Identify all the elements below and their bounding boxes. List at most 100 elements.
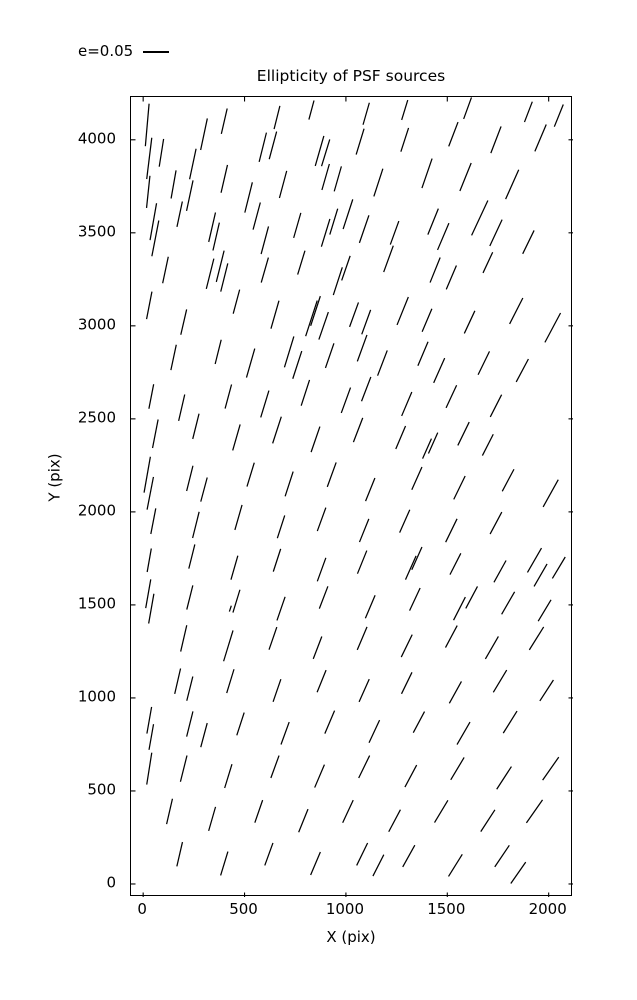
psf-whisker <box>180 625 188 652</box>
psf-whisker <box>404 764 418 788</box>
psf-whisker <box>284 471 294 497</box>
psf-whisker <box>273 105 281 130</box>
psf-whisker <box>170 344 177 371</box>
psf-whisker <box>252 202 261 230</box>
psf-whisker <box>176 841 184 867</box>
psf-whisker <box>272 548 282 572</box>
psf-whisker <box>445 518 458 543</box>
psf-whisker <box>493 560 507 583</box>
y-tick-label: 1000 <box>77 687 116 706</box>
psf-whisker <box>180 309 188 335</box>
x-axis-label: X (pix) <box>326 928 376 946</box>
psf-whisker <box>272 678 282 703</box>
psf-whisker <box>232 589 241 613</box>
psf-whisker <box>314 135 325 167</box>
y-tick-label: 1500 <box>77 594 116 613</box>
psf-whisker <box>496 766 512 790</box>
psf-whisker <box>208 212 217 243</box>
psf-whisker <box>260 390 270 418</box>
psf-whisker <box>358 755 371 779</box>
psf-whisker <box>505 169 520 200</box>
psf-whisker <box>174 668 182 694</box>
psf-whisker <box>326 462 337 488</box>
psf-whisker <box>223 630 234 662</box>
psf-whisker <box>158 138 165 167</box>
psf-whisker <box>145 579 152 609</box>
psf-whisker <box>421 308 433 332</box>
psf-whisker <box>494 844 510 868</box>
psf-whisker <box>401 99 409 121</box>
psf-whisker <box>192 413 200 440</box>
psf-whisker <box>148 593 155 624</box>
psf-whisker <box>314 764 326 788</box>
psf-whisker <box>340 387 352 414</box>
psf-whisker <box>399 509 411 533</box>
psf-whisker <box>400 634 413 658</box>
psf-whisker <box>477 351 491 376</box>
psf-whisker <box>402 844 416 868</box>
psf-whisker <box>449 553 462 575</box>
psf-whisker <box>525 799 544 824</box>
psf-whisker <box>145 291 153 320</box>
psf-whisker <box>342 199 354 230</box>
psf-whisker <box>358 215 370 244</box>
y-tick-label: 2500 <box>77 408 116 427</box>
psf-whisker <box>228 605 232 612</box>
psf-whisker <box>192 511 200 539</box>
psf-whisker <box>316 507 327 532</box>
whisker-plot-svg <box>131 97 573 897</box>
psf-whisker <box>186 585 194 610</box>
psf-whisker <box>533 563 548 587</box>
psf-whisker <box>489 511 503 535</box>
psf-whisker <box>276 596 286 621</box>
x-tick-label: 0 <box>137 900 147 918</box>
psf-whisker <box>433 799 449 823</box>
psf-whisker <box>188 544 196 569</box>
psf-whisker <box>501 591 516 615</box>
x-axis-tick-labels: 0 500 1000 1500 2000 <box>130 902 572 924</box>
psf-whisker <box>444 625 458 648</box>
psf-whisker <box>215 250 225 283</box>
psf-whisker <box>510 861 527 884</box>
psf-whisker <box>270 755 280 779</box>
psf-whisker <box>528 626 545 651</box>
psf-whisker <box>509 297 524 325</box>
ellipticity-scale-legend: e=0.05 <box>78 42 170 60</box>
psf-whisker <box>445 265 458 290</box>
psf-whisker <box>459 162 472 192</box>
page-title: Ellipticity of PSF sources <box>256 67 446 85</box>
psf-whisker <box>360 376 372 402</box>
psf-whisker <box>445 384 458 409</box>
psf-whisker <box>450 757 465 781</box>
psf-whisker <box>448 681 462 704</box>
psf-whisker <box>200 118 208 151</box>
psf-whisker <box>244 182 253 213</box>
psf-whisker <box>324 343 335 369</box>
psf-whisker <box>522 230 535 255</box>
psf-whisker <box>176 201 183 228</box>
psf-whisker <box>463 310 476 334</box>
x-tick-label: 1000 <box>325 900 364 918</box>
psf-whisker <box>395 425 407 450</box>
psf-whisker <box>411 546 423 571</box>
psf-whisker <box>162 256 169 284</box>
psf-whisker <box>417 341 429 366</box>
psf-whisker <box>268 626 278 650</box>
psf-whisker <box>245 348 256 378</box>
psf-whisker <box>170 170 177 199</box>
psf-whisker <box>214 339 222 365</box>
psf-whisker <box>436 222 450 251</box>
psf-whisker <box>501 468 515 492</box>
psf-whisker <box>316 557 327 582</box>
psf-whisker <box>293 212 302 239</box>
psf-whisker <box>318 311 329 340</box>
psf-whisker <box>453 475 466 500</box>
psf-whisker <box>492 669 508 693</box>
legend-label: e=0.05 <box>78 42 134 60</box>
psf-whisker <box>471 200 489 236</box>
psf-whisker <box>276 515 286 539</box>
psf-whisker <box>358 678 370 703</box>
psf-whisker <box>224 763 233 789</box>
psf-whisker <box>226 669 235 694</box>
psf-whisker <box>254 799 264 823</box>
